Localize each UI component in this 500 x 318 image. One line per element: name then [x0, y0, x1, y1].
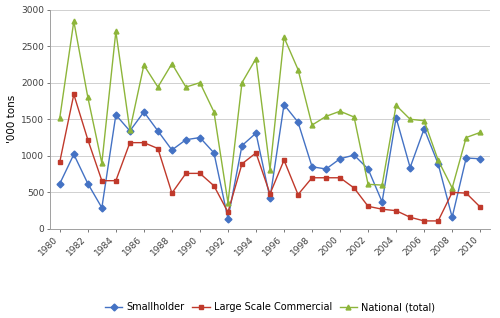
Smallholder	[113, 113, 119, 117]
National (total)	[211, 110, 217, 114]
National (total)	[323, 114, 329, 118]
National (total)	[71, 19, 77, 23]
National (total)	[365, 183, 371, 186]
Line: Large Scale Commercial: Large Scale Commercial	[58, 92, 482, 223]
National (total)	[337, 109, 343, 113]
Large Scale Commercial	[393, 209, 399, 212]
Smallholder	[225, 217, 231, 221]
Large Scale Commercial	[197, 171, 203, 175]
National (total)	[57, 116, 63, 120]
Smallholder	[365, 167, 371, 171]
Large Scale Commercial	[267, 192, 273, 196]
Large Scale Commercial	[435, 219, 441, 223]
National (total)	[435, 158, 441, 162]
Large Scale Commercial	[323, 176, 329, 180]
Large Scale Commercial	[169, 191, 175, 195]
Smallholder	[421, 127, 427, 131]
National (total)	[239, 81, 245, 85]
Large Scale Commercial	[477, 205, 483, 209]
Smallholder	[463, 156, 469, 160]
Smallholder	[183, 138, 189, 142]
National (total)	[253, 57, 259, 60]
Large Scale Commercial	[449, 190, 455, 194]
National (total)	[463, 135, 469, 139]
Smallholder	[477, 157, 483, 161]
Large Scale Commercial	[281, 158, 287, 162]
Smallholder	[239, 144, 245, 148]
National (total)	[295, 68, 301, 72]
Smallholder	[197, 135, 203, 139]
National (total)	[141, 63, 147, 67]
National (total)	[169, 62, 175, 66]
Smallholder	[281, 103, 287, 107]
Large Scale Commercial	[379, 207, 385, 211]
Smallholder	[323, 167, 329, 171]
Large Scale Commercial	[211, 184, 217, 188]
Large Scale Commercial	[155, 147, 161, 150]
Large Scale Commercial	[183, 171, 189, 175]
Smallholder	[393, 116, 399, 120]
Large Scale Commercial	[351, 186, 357, 190]
National (total)	[407, 117, 413, 121]
Line: National (total): National (total)	[58, 19, 482, 205]
Large Scale Commercial	[239, 162, 245, 166]
National (total)	[267, 168, 273, 172]
National (total)	[197, 81, 203, 85]
National (total)	[225, 201, 231, 204]
Smallholder	[449, 215, 455, 219]
Smallholder	[211, 151, 217, 155]
Large Scale Commercial	[365, 204, 371, 208]
Smallholder	[57, 182, 63, 185]
National (total)	[281, 35, 287, 39]
National (total)	[99, 161, 105, 165]
Smallholder	[295, 120, 301, 124]
Large Scale Commercial	[225, 210, 231, 214]
Smallholder	[85, 182, 91, 185]
Smallholder	[379, 200, 385, 204]
Smallholder	[309, 165, 315, 169]
Smallholder	[71, 152, 77, 156]
National (total)	[85, 95, 91, 99]
Large Scale Commercial	[99, 179, 105, 183]
Large Scale Commercial	[127, 141, 133, 145]
National (total)	[449, 186, 455, 190]
Y-axis label: '000 tons: '000 tons	[8, 95, 18, 143]
Large Scale Commercial	[309, 176, 315, 180]
Large Scale Commercial	[85, 138, 91, 142]
Smallholder	[155, 129, 161, 133]
Smallholder	[169, 148, 175, 152]
National (total)	[155, 85, 161, 89]
Smallholder	[435, 162, 441, 166]
National (total)	[127, 128, 133, 132]
Smallholder	[253, 131, 259, 135]
Large Scale Commercial	[57, 160, 63, 163]
National (total)	[421, 119, 427, 123]
Smallholder	[141, 110, 147, 114]
National (total)	[393, 103, 399, 107]
National (total)	[183, 85, 189, 89]
Large Scale Commercial	[337, 176, 343, 180]
Smallholder	[407, 166, 413, 169]
Large Scale Commercial	[113, 179, 119, 183]
Smallholder	[351, 153, 357, 157]
Legend: Smallholder, Large Scale Commercial, National (total): Smallholder, Large Scale Commercial, Nat…	[101, 299, 439, 316]
Line: Smallholder: Smallholder	[58, 102, 482, 221]
Large Scale Commercial	[253, 151, 259, 155]
Large Scale Commercial	[71, 93, 77, 96]
Large Scale Commercial	[421, 219, 427, 223]
Large Scale Commercial	[141, 141, 147, 145]
National (total)	[309, 123, 315, 127]
Large Scale Commercial	[463, 191, 469, 195]
National (total)	[379, 183, 385, 187]
Large Scale Commercial	[295, 193, 301, 197]
Smallholder	[127, 129, 133, 133]
National (total)	[351, 115, 357, 119]
Large Scale Commercial	[407, 215, 413, 219]
Smallholder	[267, 196, 273, 200]
National (total)	[113, 30, 119, 33]
Smallholder	[99, 206, 105, 210]
National (total)	[477, 130, 483, 134]
Smallholder	[337, 157, 343, 161]
